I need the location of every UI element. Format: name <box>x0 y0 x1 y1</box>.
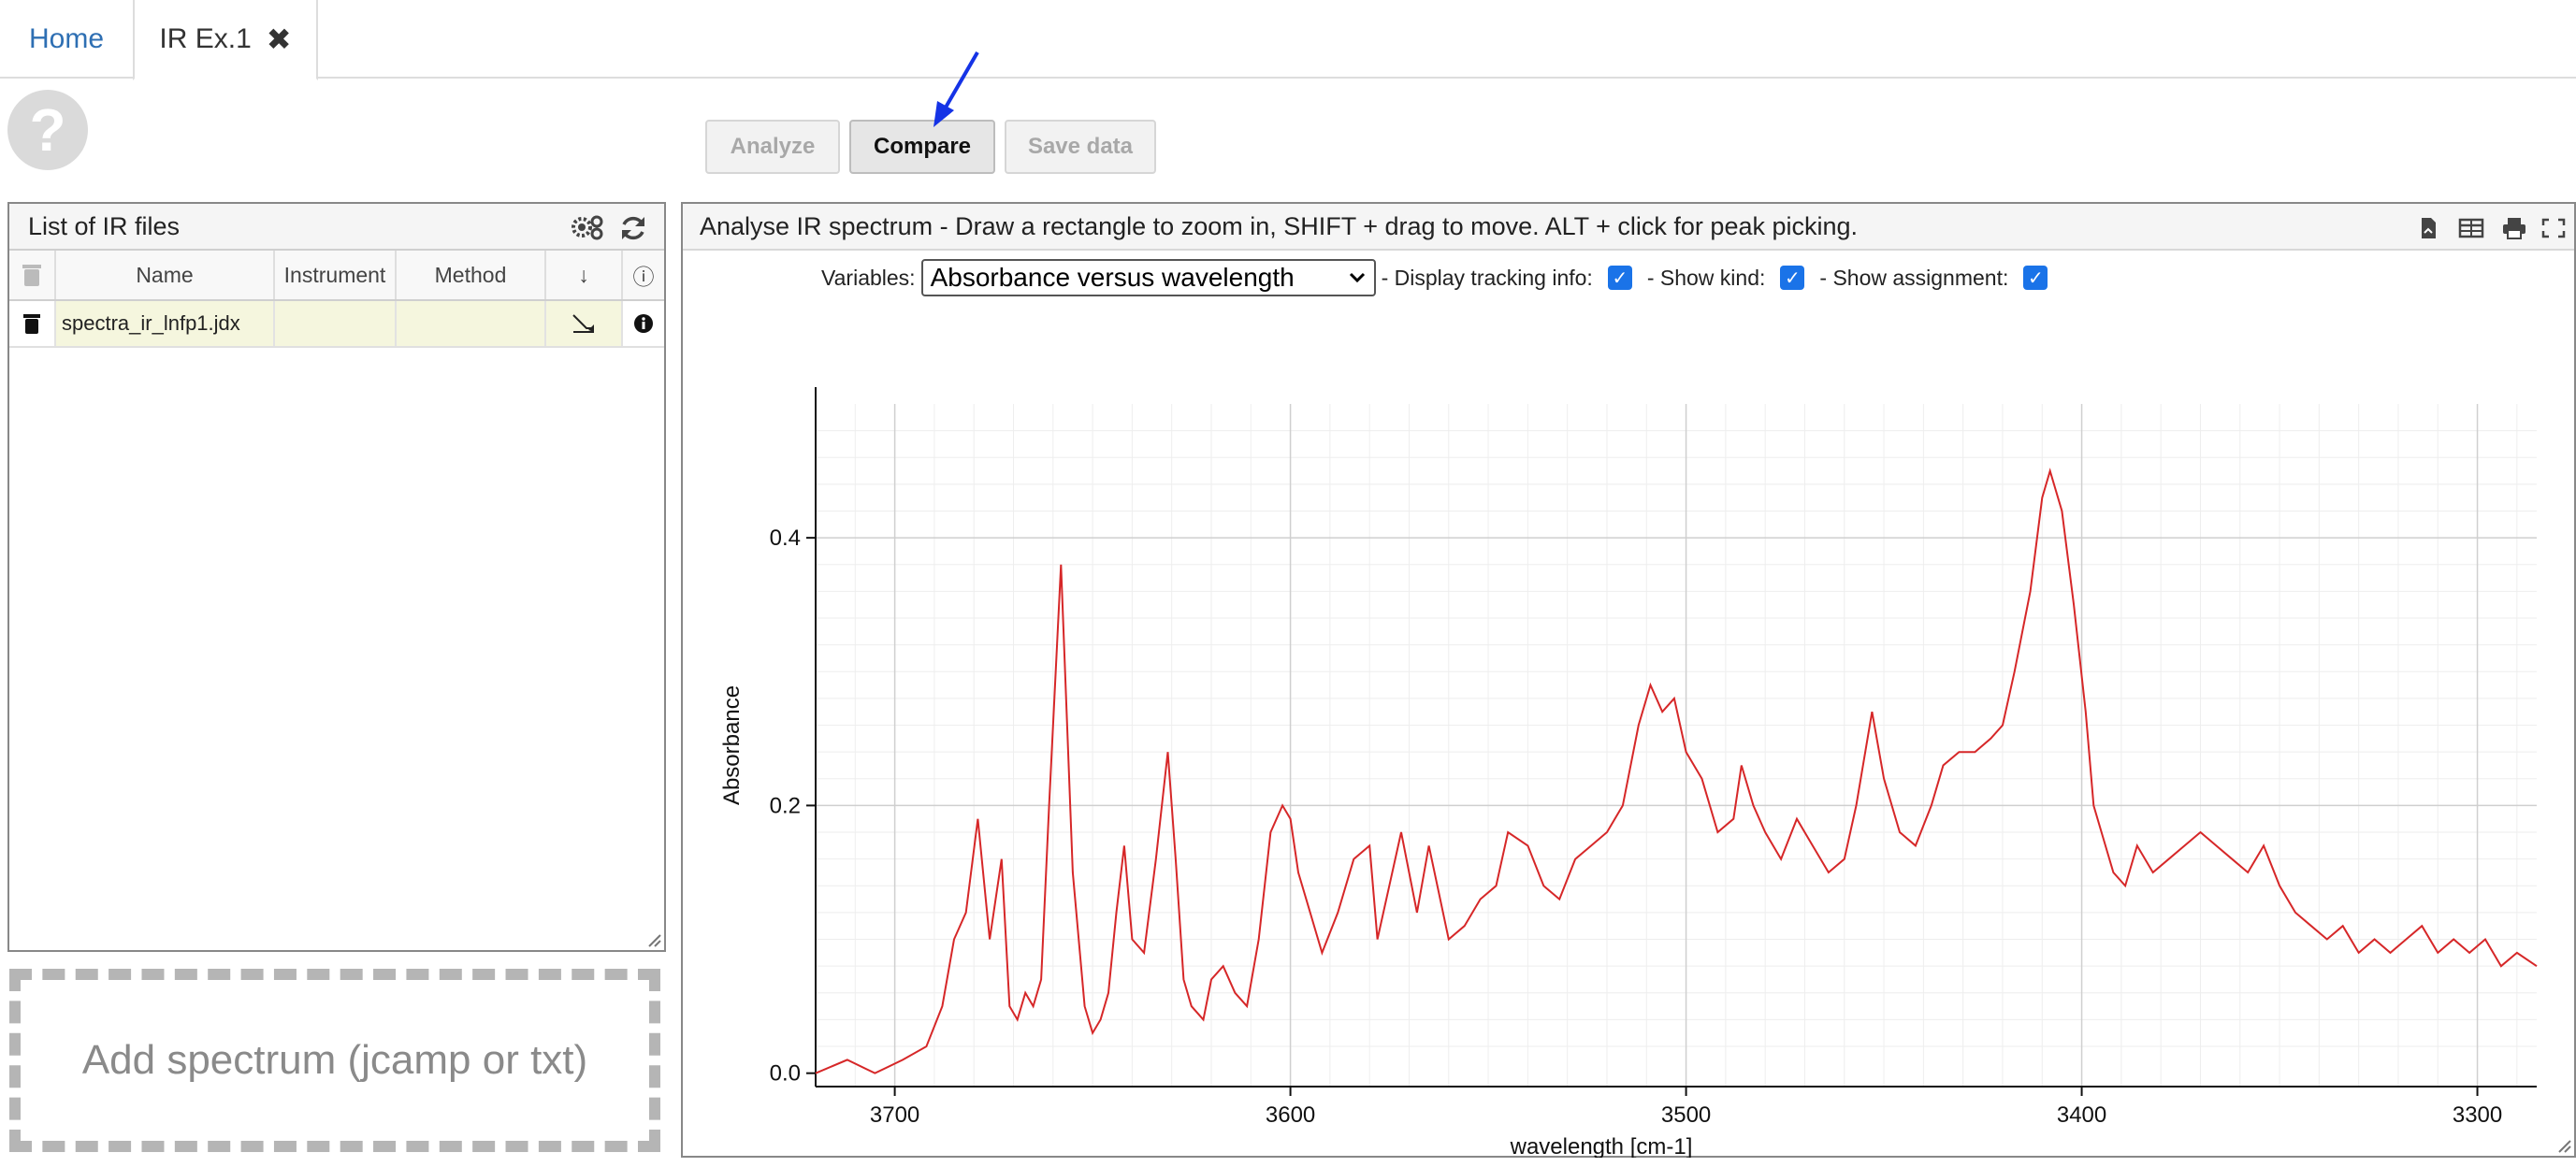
fullscreen-icon[interactable] <box>2540 217 2567 239</box>
show-kind-checkbox[interactable]: ✓ <box>1780 266 1805 290</box>
y-tick-label: 0.0 <box>770 1061 801 1087</box>
export-icon[interactable] <box>2415 217 2441 239</box>
save-data-button[interactable]: Save data <box>1005 120 1156 174</box>
variables-select-value: Absorbance versus wavelength <box>930 263 1295 292</box>
tab-bar: Home IR Ex.1 ✖ <box>0 0 2576 80</box>
y-tick-label: 0.4 <box>770 526 801 551</box>
refresh-icon[interactable] <box>619 214 647 242</box>
minor-grid <box>816 404 2537 1087</box>
resize-handle-icon[interactable] <box>2557 1139 2572 1154</box>
arrow-annotation-icon <box>933 50 979 127</box>
variables-select[interactable]: Absorbance versus wavelength <box>920 259 1376 296</box>
tab-ir-ex1[interactable]: IR Ex.1 ✖ <box>133 0 318 80</box>
delete-row-button[interactable] <box>9 301 56 346</box>
x-tick-label: 3700 <box>870 1102 919 1128</box>
close-icon[interactable]: ✖ <box>266 22 292 56</box>
y-tick-label: 0.2 <box>770 793 801 818</box>
variables-controls: Variables: Absorbance versus wavelength … <box>821 254 2057 301</box>
trash-icon <box>23 314 40 334</box>
x-tick-label: 3600 <box>1266 1102 1315 1128</box>
tracking-info-checkbox[interactable]: ✓ <box>1607 266 1632 290</box>
row-sort-handle[interactable] <box>546 301 623 346</box>
settings-gears-icon[interactable] <box>571 214 604 240</box>
axis-ticks: 3700 3600 3500 3400 3300 0.0 0.2 0.4 <box>770 526 2503 1128</box>
row-info-button[interactable] <box>623 301 664 346</box>
spectrum-panel-title: Analyse IR spectrum - Draw a rectangle t… <box>700 211 1859 240</box>
column-instrument[interactable]: Instrument <box>275 251 397 299</box>
series-line-absorbance <box>815 468 2538 1074</box>
ir-file-list-panel: List of IR files Name Instrument Method … <box>7 202 666 952</box>
panel-title: List of IR files <box>28 211 181 240</box>
analyze-button[interactable]: Analyze <box>705 120 840 174</box>
row-method <box>397 301 546 346</box>
spectrum-panel-header: Analyse IR spectrum - Draw a rectangle t… <box>683 204 2574 251</box>
info-icon <box>634 314 653 333</box>
tab-home[interactable]: Home <box>0 0 133 79</box>
table-row[interactable]: spectra_ir_lnfp1.jdx <box>9 301 664 348</box>
table-header: Name Instrument Method ↓ ⓘ <box>9 251 664 301</box>
x-tick-label: 3400 <box>2057 1102 2106 1128</box>
row-instrument <box>275 301 397 346</box>
panel-header: List of IR files <box>9 204 664 251</box>
x-axis-label: wavelength [cm-1] <box>1510 1134 1693 1158</box>
help-icon[interactable]: ? <box>7 90 88 170</box>
compare-button[interactable]: Compare <box>849 120 995 174</box>
ir-spectrum-chart[interactable]: 3700 3600 3500 3400 3300 0.0 0.2 0.4 Absorbance… <box>683 301 2574 1158</box>
return-arrow-icon <box>572 314 594 333</box>
tracking-info-label: - Display tracking info: <box>1381 265 1593 290</box>
resize-handle-icon[interactable] <box>647 933 662 948</box>
row-name: spectra_ir_lnfp1.jdx <box>56 301 275 346</box>
tab-home-label: Home <box>28 23 105 54</box>
print-icon[interactable] <box>2501 217 2527 239</box>
delete-all-column[interactable] <box>9 251 56 299</box>
major-grid <box>816 404 2537 1087</box>
chevron-down-icon <box>1349 272 1365 283</box>
add-spectrum-dropzone[interactable]: Add spectrum (jcamp or txt) <box>9 969 660 1152</box>
show-kind-label: - Show kind: <box>1646 265 1766 290</box>
trash-icon <box>22 265 41 286</box>
x-tick-label: 3300 <box>2453 1102 2502 1128</box>
show-assignment-checkbox[interactable]: ✓ <box>2023 266 2048 290</box>
column-sort[interactable]: ↓ <box>546 251 623 299</box>
column-info: ⓘ <box>632 265 655 289</box>
table-icon[interactable] <box>2458 217 2484 239</box>
column-name[interactable]: Name <box>56 251 275 299</box>
tab-ir-ex1-label: IR Ex.1 <box>159 23 252 54</box>
variables-label: Variables: <box>821 265 916 290</box>
y-axis-label: Absorbance <box>719 685 745 805</box>
spectrum-panel: Analyse IR spectrum - Draw a rectangle t… <box>681 202 2576 1158</box>
show-assignment-label: - Show assignment: <box>1819 265 2009 290</box>
column-method[interactable]: Method <box>397 251 546 299</box>
x-tick-label: 3500 <box>1661 1102 1711 1128</box>
